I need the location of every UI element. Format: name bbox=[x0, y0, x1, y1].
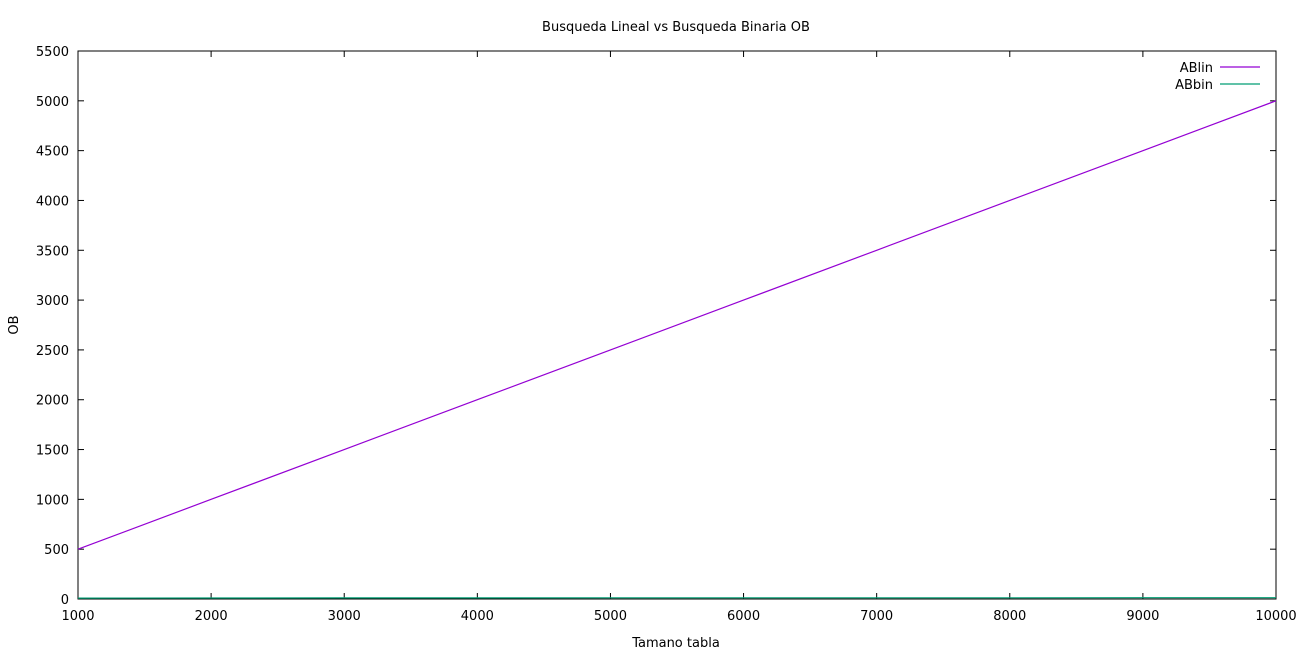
y-axis-label: OB bbox=[7, 315, 22, 334]
y-tick-label: 500 bbox=[44, 543, 69, 558]
x-tick-label: 5000 bbox=[594, 609, 627, 624]
x-tick-label: 3000 bbox=[328, 609, 361, 624]
x-axis-label: Tamano tabla bbox=[631, 636, 720, 651]
y-tick-label: 4000 bbox=[36, 194, 69, 209]
legend-label-abbin: ABbin bbox=[1175, 78, 1213, 93]
series-line-ablin bbox=[78, 101, 1276, 549]
y-tick-label: 3500 bbox=[36, 244, 69, 259]
x-tick-label: 2000 bbox=[195, 609, 228, 624]
x-tick-label: 1000 bbox=[61, 609, 94, 624]
y-tick-label: 5000 bbox=[36, 95, 69, 110]
y-tick-label: 5500 bbox=[36, 45, 69, 60]
x-tick-label: 6000 bbox=[727, 609, 760, 624]
x-tick-label: 8000 bbox=[993, 609, 1026, 624]
y-tick-label: 2000 bbox=[36, 394, 69, 409]
y-tick-label: 2500 bbox=[36, 344, 69, 359]
y-tick-label: 1000 bbox=[36, 493, 69, 508]
y-tick-label: 1500 bbox=[36, 444, 69, 459]
legend-label-ablin: ABlin bbox=[1180, 61, 1213, 76]
x-tick-label: 9000 bbox=[1126, 609, 1159, 624]
y-tick-label: 0 bbox=[61, 593, 69, 608]
chart-title: Busqueda Lineal vs Busqueda Binaria OB bbox=[542, 20, 810, 35]
x-tick-label: 7000 bbox=[860, 609, 893, 624]
x-tick-label: 10000 bbox=[1255, 609, 1296, 624]
y-tick-label: 4500 bbox=[36, 145, 69, 160]
x-tick-label: 4000 bbox=[461, 609, 494, 624]
y-tick-label: 3000 bbox=[36, 294, 69, 309]
